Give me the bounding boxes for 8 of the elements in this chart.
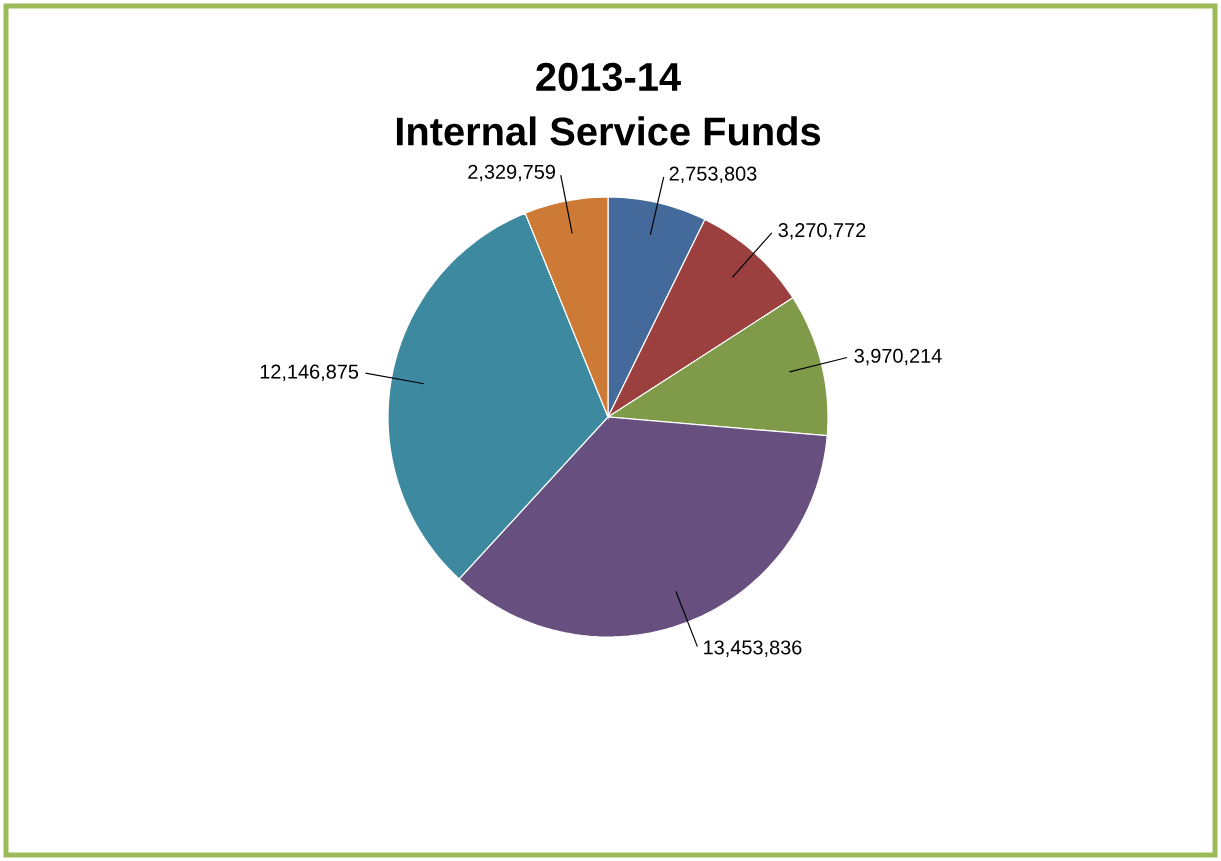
chart-subtitle: Internal Service Funds <box>396 116 821 146</box>
data-label: 12,146,875 <box>260 364 359 382</box>
data-label: 3,970,214 <box>854 348 942 366</box>
chart-title: 2013-14 <box>536 62 681 92</box>
data-label: 2,329,759 <box>468 164 555 182</box>
data-label: 13,453,836 <box>704 640 802 657</box>
data-label: 2,753,803 <box>669 166 757 184</box>
data-label: 3,270,772 <box>778 223 866 240</box>
